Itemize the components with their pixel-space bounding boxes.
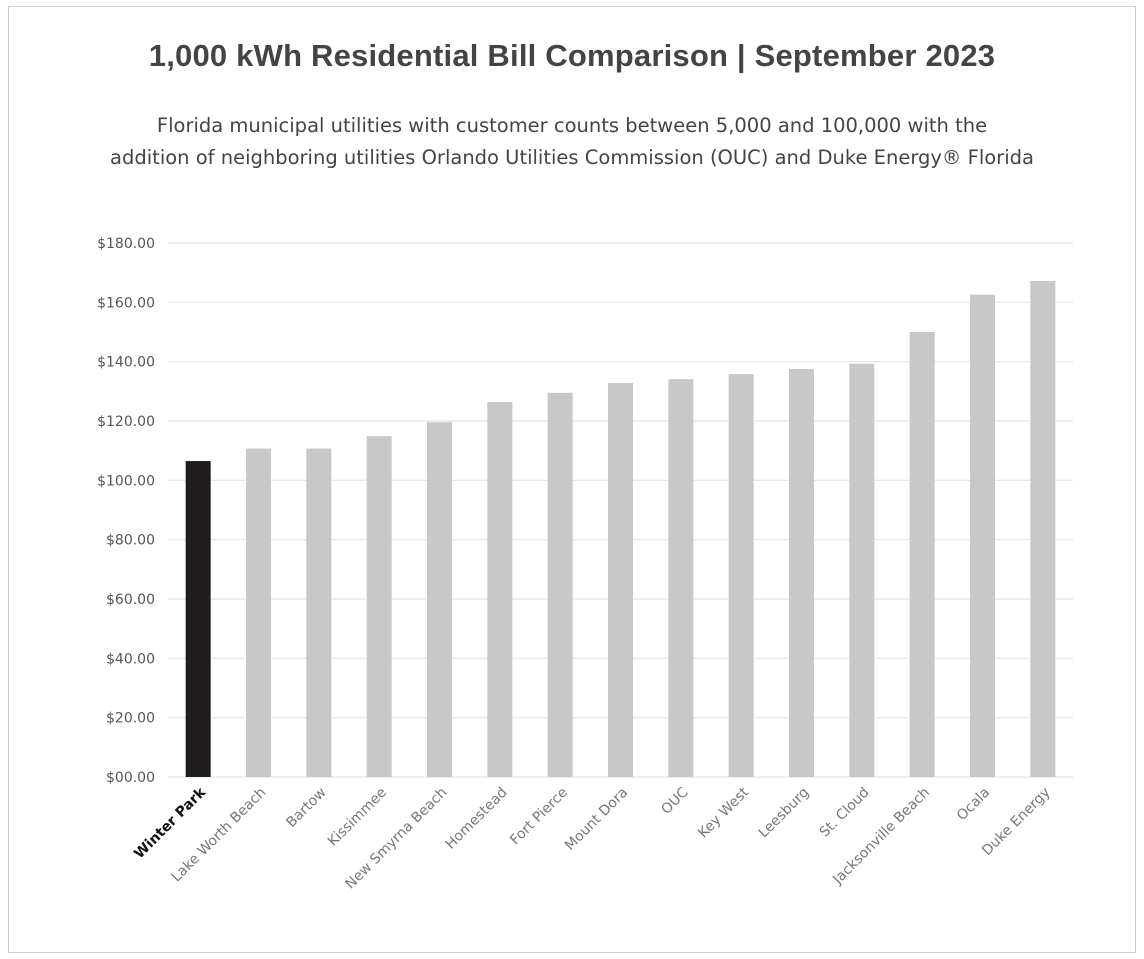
y-axis-tick-labels: $00.00 $20.00 $40.00 $60.00 $80.00 $100.00 $12… xyxy=(97,236,155,786)
y-tick-label: $00.00 xyxy=(106,770,155,786)
bar-fort-pierce xyxy=(547,392,573,777)
bar-lake-worth-beach xyxy=(246,448,271,777)
x-tick-label: Key West xyxy=(695,784,752,841)
y-tick-label: $20.00 xyxy=(106,711,155,727)
x-tick-label: Kissimmee xyxy=(325,785,390,850)
bar-bartow xyxy=(306,448,332,777)
chart-subtitle-line-1: Florida municipal utilities with custome… xyxy=(156,114,988,137)
bar-key-west xyxy=(728,374,754,777)
chart-title: 1,000 kWh Residential Bill Comparison | … xyxy=(148,38,996,73)
bar-winter-park xyxy=(185,461,211,777)
y-tick-label: $120.00 xyxy=(97,414,155,430)
bar-leesburg xyxy=(789,369,814,777)
x-tick-label: Homestead xyxy=(443,785,511,853)
x-tick-label: St. Cloud xyxy=(817,785,873,841)
y-tick-label: $140.00 xyxy=(97,355,155,371)
y-tick-label: $80.00 xyxy=(106,533,155,549)
y-tick-label: $100.00 xyxy=(97,473,155,489)
y-tick-label: $60.00 xyxy=(106,592,155,608)
x-tick-label: Fort Pierce xyxy=(507,785,571,849)
y-tick-label: $180.00 xyxy=(97,236,155,252)
bar-homestead xyxy=(487,402,513,777)
bar-new-smyrna-beach xyxy=(427,422,452,777)
x-tick-label: New Smyrna Beach xyxy=(342,785,450,893)
bar-ocala xyxy=(970,294,995,777)
chart-subtitle-line-2: addition of neighboring utilities Orland… xyxy=(110,146,1034,169)
y-tick-label: $40.00 xyxy=(106,651,155,667)
x-tick-label: Mount Dora xyxy=(562,785,631,854)
x-tick-label: Leesburg xyxy=(756,785,813,842)
x-tick-label: Bartow xyxy=(283,785,329,831)
bar-duke-energy xyxy=(1030,280,1056,777)
bar-ouc xyxy=(668,379,694,777)
y-tick-label: $160.00 xyxy=(97,295,155,311)
x-tick-label: OUC xyxy=(658,784,691,817)
bar-kissimmee xyxy=(366,436,392,777)
chart-subtitle: Florida municipal utilities with custome… xyxy=(0,110,1144,174)
bar-mount-dora xyxy=(608,383,633,777)
bars xyxy=(185,280,1056,777)
bar-jacksonville-beach xyxy=(909,332,935,777)
bar-st-cloud xyxy=(849,363,875,777)
x-tick-label: Ocala xyxy=(954,785,993,824)
